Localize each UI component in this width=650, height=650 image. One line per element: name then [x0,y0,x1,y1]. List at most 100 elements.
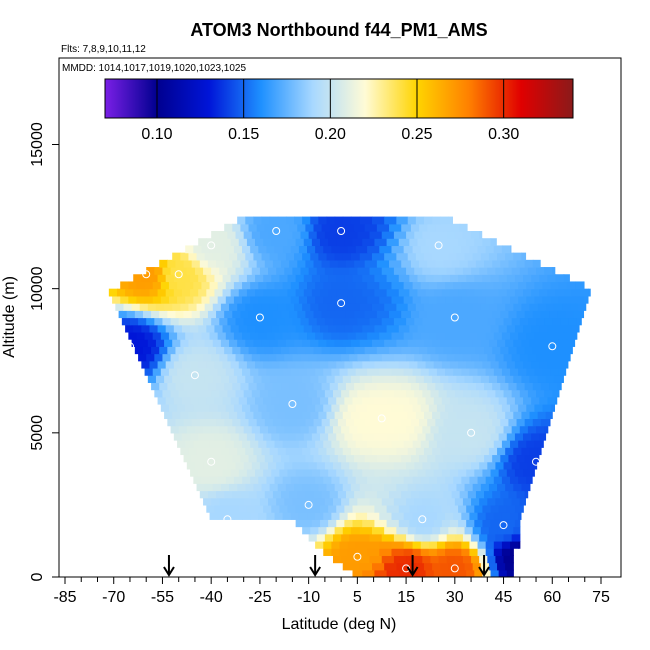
data-cell [333,231,342,239]
data-cell [438,317,448,326]
data-cell [146,267,155,275]
data-cell [180,339,190,347]
data-cell [503,461,513,470]
data-cell [398,238,410,247]
data-cell [506,274,516,283]
data-cell [243,497,253,506]
data-cell [331,404,341,412]
data-cell [406,497,415,506]
sample-marker [418,515,427,524]
data-cell [362,468,376,477]
data-cell [508,310,518,319]
data-cell [427,223,436,232]
data-cell [422,555,432,564]
x-tick-label: -55 [151,589,174,606]
data-cell [224,490,233,499]
data-cell [466,396,475,405]
data-cell [300,425,310,434]
data-cell [440,483,449,492]
data-cell [544,267,553,275]
data-cell [341,497,350,506]
data-cell [318,216,328,225]
data-cell [157,274,167,283]
data-cell [412,367,422,376]
data-cell [328,274,337,283]
data-cell [276,353,285,362]
data-cell [529,483,531,492]
data-cell [497,375,506,383]
data-cell [435,223,445,232]
data-cell [432,411,441,420]
data-cell [347,512,357,520]
data-cell [396,252,409,261]
data-cell [454,461,464,470]
data-cell [310,526,319,535]
data-cell [246,504,256,513]
data-cell [427,382,436,391]
data-cell [302,411,311,420]
data-cell [211,389,220,398]
data-cell [326,411,336,420]
data-cell [423,526,433,535]
data-cell [475,346,485,355]
sample-marker [548,342,557,351]
data-cell [510,512,519,520]
data-cell [396,339,409,347]
data-cell [393,533,407,542]
data-cell [302,483,311,492]
data-cell [503,353,513,362]
data-cell [269,411,279,420]
data-cell [469,245,479,254]
data-cell [336,288,345,297]
data-cell [336,274,345,283]
data-cell [415,339,425,347]
data-cell [461,281,471,290]
data-cell [357,497,371,506]
data-cell [381,231,395,239]
data-cell [305,454,315,463]
data-cell [545,411,553,420]
data-cell [474,238,484,247]
data-cell [235,461,245,470]
data-cell [217,245,227,254]
data-cell [549,346,558,355]
data-cell [374,396,388,405]
data-cell [474,569,484,577]
data-cell [454,267,464,275]
data-cell [328,432,337,441]
data-cell [422,425,432,434]
data-cell [466,274,475,283]
data-cell [342,375,352,383]
data-cell [227,389,237,398]
data-cell [485,295,495,304]
data-cell [412,476,422,484]
data-cell [433,274,443,283]
data-cell [217,512,227,520]
data-cell [516,346,526,355]
data-cell [222,274,232,283]
data-cell [381,267,395,275]
data-cell [287,288,297,297]
data-cell [371,483,385,492]
data-cell [253,447,263,456]
data-cell [479,497,488,506]
x-axis: -85 -70 -55 -40 -25 -10 5 15 30 45 60 75 [53,577,610,606]
data-cell [451,490,461,499]
data-cell [493,331,503,340]
data-cell [284,353,293,362]
data-cell [462,267,472,275]
data-cell [409,274,419,283]
data-cell [469,404,479,412]
data-cell [339,476,349,484]
data-cell [435,259,445,268]
data-cell [235,317,245,326]
data-cell [217,295,227,304]
data-cell [206,504,216,513]
data-cell [540,346,550,355]
data-cell [453,512,462,520]
data-cell [276,461,285,470]
data-cell [461,245,471,254]
data-cell [425,288,435,297]
data-cell [367,331,380,340]
data-cell [289,223,298,232]
